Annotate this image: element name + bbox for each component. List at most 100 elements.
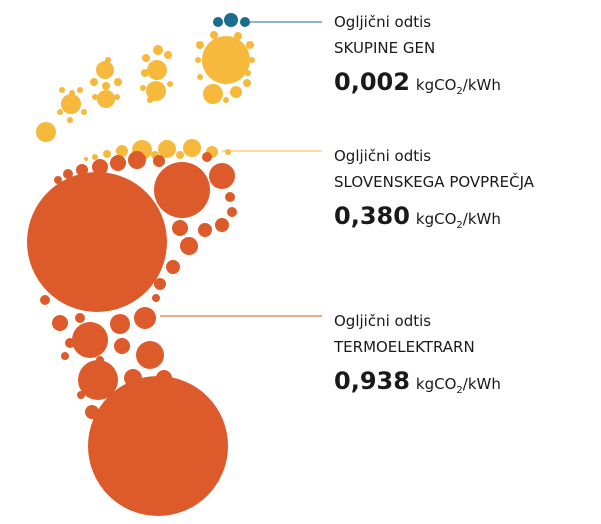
dot (166, 260, 180, 274)
yellow-dots (36, 31, 255, 161)
dot (81, 109, 87, 115)
dot (243, 79, 251, 87)
dot (154, 162, 210, 218)
dot (54, 176, 62, 184)
dot (172, 220, 188, 236)
dot (164, 51, 172, 59)
dot (153, 155, 165, 167)
dot (92, 159, 108, 175)
dot (152, 294, 160, 302)
dot (65, 338, 75, 348)
dot (245, 70, 251, 76)
dot (176, 151, 184, 159)
value-line: 0,002kgCO2/kWh (334, 68, 501, 97)
dot (114, 78, 122, 86)
dot (40, 295, 50, 305)
dot (102, 82, 110, 90)
dot (202, 36, 250, 84)
value: 0,002 (334, 68, 410, 96)
dot (110, 314, 130, 334)
dot (36, 122, 56, 142)
dot (227, 207, 237, 217)
dot (223, 97, 229, 103)
dot (27, 172, 167, 312)
dot (92, 94, 98, 100)
footprint-infographic: Ogljični odtisSKUPINE GEN0,002kgCO2/kWhO… (0, 0, 601, 524)
unit-tail: /kWh (463, 210, 501, 228)
subject: SKUPINE GEN (334, 39, 435, 57)
dot (196, 41, 204, 49)
dot (49, 287, 55, 293)
dot (96, 356, 104, 364)
label: Ogljični odtis (334, 13, 431, 31)
subject: TERMOELEKTRARN (333, 338, 475, 356)
dot (61, 94, 81, 114)
dot (195, 57, 201, 63)
dot (230, 86, 242, 98)
dot (203, 84, 223, 104)
dot (147, 97, 153, 103)
dot (224, 13, 238, 27)
dot (210, 31, 218, 39)
value: 0,938 (334, 367, 410, 395)
dot (198, 223, 212, 237)
dot (167, 81, 173, 87)
dot (249, 57, 255, 63)
unit: kgCO (416, 76, 457, 94)
dot (57, 109, 63, 115)
dot (180, 237, 198, 255)
dot (114, 338, 130, 354)
dot (128, 151, 146, 169)
value: 0,380 (334, 202, 410, 230)
dot (105, 57, 111, 63)
dot (84, 157, 88, 161)
blue-dots (213, 13, 250, 27)
dot (183, 139, 201, 157)
dot (154, 278, 166, 290)
label: Ogljični odtis (334, 312, 431, 330)
label: Ogljični odtis (334, 147, 431, 165)
dot (90, 78, 98, 86)
dot (110, 155, 126, 171)
dot (88, 376, 228, 516)
dot (63, 169, 73, 179)
dot (209, 163, 235, 189)
dot (77, 391, 85, 399)
dot (92, 154, 98, 160)
dot (142, 54, 150, 62)
dot (234, 32, 242, 40)
dot (153, 45, 163, 55)
unit-tail: /kWh (463, 76, 501, 94)
subject: SLOVENSKEGA POVPREČJA (334, 172, 535, 191)
dot (136, 341, 164, 369)
dot (225, 192, 235, 202)
dot (76, 164, 88, 176)
dot (246, 41, 254, 49)
dot (69, 90, 75, 96)
unit: kgCO (416, 375, 457, 393)
dot (134, 307, 156, 329)
dot (52, 315, 68, 331)
dot (215, 218, 229, 232)
dot (61, 352, 69, 360)
dot (240, 17, 250, 27)
dot (97, 90, 115, 108)
dot (225, 149, 231, 155)
unit-tail: /kWh (463, 375, 501, 393)
dot (103, 150, 111, 158)
dot (72, 322, 108, 358)
dot (213, 17, 223, 27)
dot (77, 87, 83, 93)
dot (147, 60, 167, 80)
dot (141, 69, 149, 77)
dot (140, 85, 146, 91)
dot (96, 61, 114, 79)
dot (202, 152, 212, 162)
unit: kgCO (416, 210, 457, 228)
orange-dots (27, 151, 237, 516)
dot (197, 74, 203, 80)
dot (114, 94, 120, 100)
